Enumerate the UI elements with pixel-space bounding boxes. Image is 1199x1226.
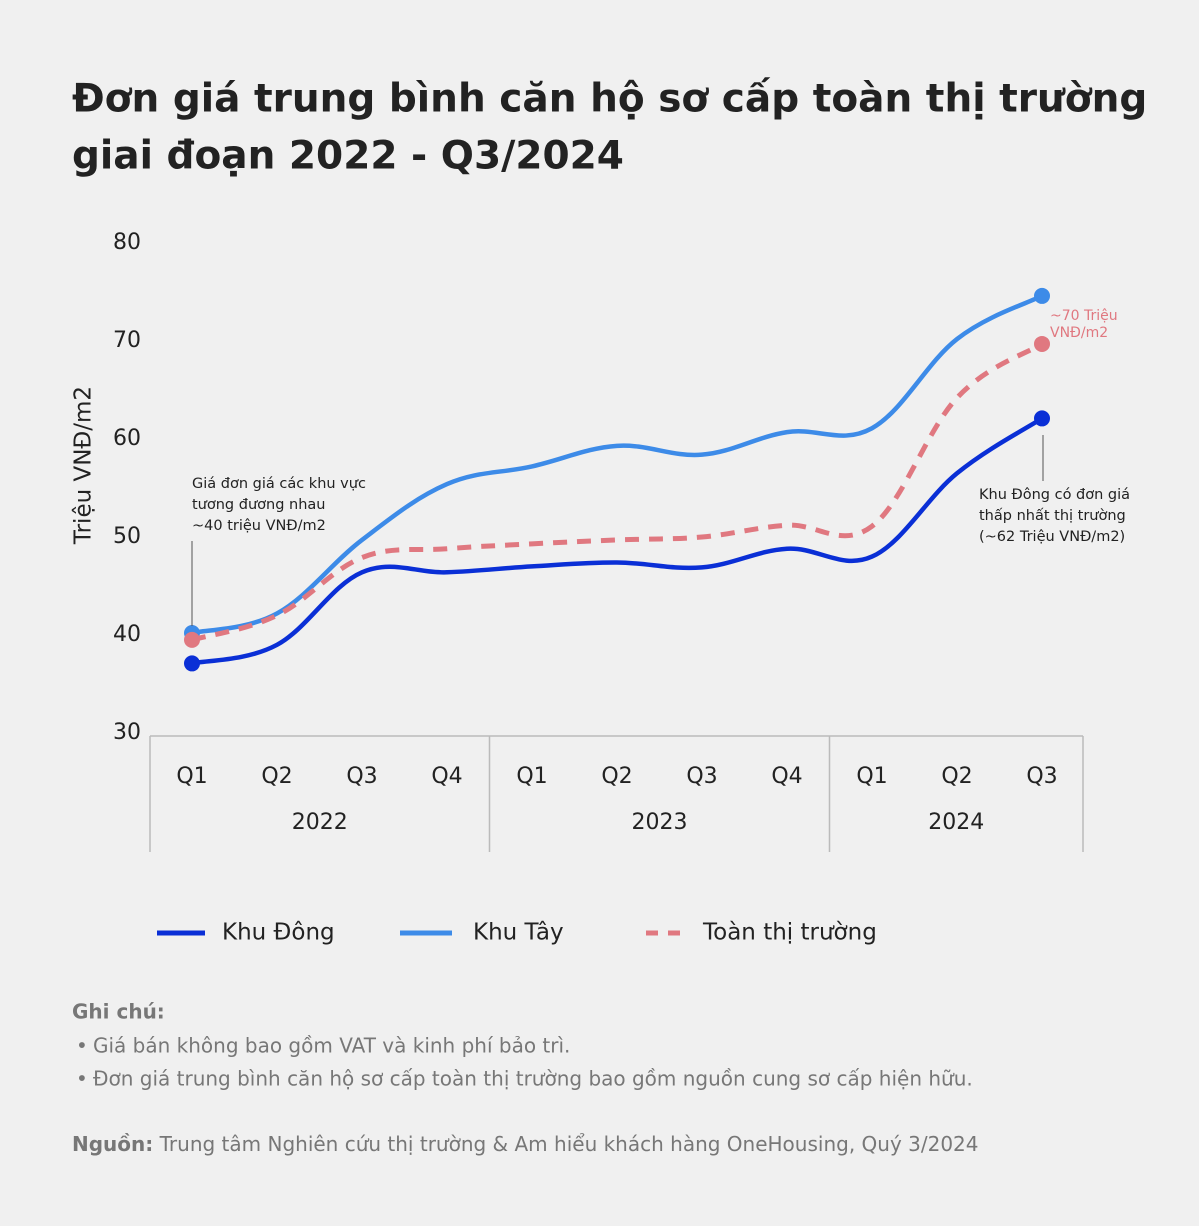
source-text: Trung tâm Nghiên cứu thị trường & Am hiể…: [159, 1132, 979, 1156]
x-tick-label: Q4: [771, 764, 802, 789]
series-line: [191, 293, 1044, 636]
annotation: Khu Đông có đơn giá: [979, 487, 1130, 503]
end-marker: [184, 655, 200, 672]
legend-label: Khu Tây: [473, 920, 564, 946]
annotation: ~40 triệu VNĐ/m2: [192, 518, 326, 534]
y-tick-label: 60: [113, 426, 141, 451]
bullet: •: [76, 1034, 88, 1058]
chart-title: giai đoạn 2022 - Q3/2024: [72, 134, 624, 179]
annotation: VNĐ/m2: [1050, 325, 1108, 341]
source-label: Nguồn:: [72, 1132, 153, 1156]
chart-title: Đơn giá trung bình căn hộ sơ cấp toàn th…: [72, 77, 1147, 122]
y-tick-label: 50: [113, 524, 141, 549]
notes-title: Ghi chú:: [72, 1000, 165, 1024]
x-tick-label: Q3: [1026, 764, 1057, 789]
x-tick-label: Q1: [856, 764, 887, 789]
x-tick-label: Q2: [261, 764, 292, 789]
end-marker: [1034, 410, 1050, 427]
x-tick-label: Q2: [601, 764, 632, 789]
y-tick-label: 40: [113, 622, 141, 647]
x-group-label: 2022: [292, 810, 348, 835]
x-tick-label: Q4: [431, 764, 462, 789]
y-tick-label: 80: [113, 230, 141, 255]
x-tick-label: Q2: [941, 764, 972, 789]
annotation: ~70 Triệu: [1050, 308, 1118, 324]
source: Nguồn: Trung tâm Nghiên cứu thị trường &…: [72, 1132, 979, 1156]
end-marker: [184, 631, 200, 648]
y-axis-title: Triệu VNĐ/m2: [71, 386, 97, 545]
annotation: tương đương nhau: [192, 497, 325, 513]
series-line: [191, 416, 1044, 666]
x-tick-label: Q3: [346, 764, 377, 789]
end-marker: [1034, 335, 1050, 352]
series-line: [191, 341, 1044, 643]
end-marker: [1034, 287, 1050, 304]
annotation: Giá đơn giá các khu vực: [192, 476, 366, 492]
legend-label: Toàn thị trường: [702, 920, 877, 946]
annotation: (~62 Triệu VNĐ/m2): [979, 529, 1125, 545]
x-group-label: 2024: [928, 810, 984, 835]
x-tick-label: Q3: [686, 764, 717, 789]
legend-label: Khu Đông: [222, 920, 335, 946]
annotation: thấp nhất thị trường: [979, 508, 1126, 524]
x-tick-label: Q1: [516, 764, 547, 789]
y-tick-label: 70: [113, 328, 141, 353]
note-item: Giá bán không bao gồm VAT và kinh phí bả…: [93, 1034, 570, 1058]
x-tick-label: Q1: [176, 764, 207, 789]
bullet: •: [76, 1067, 88, 1091]
note-item: Đơn giá trung bình căn hộ sơ cấp toàn th…: [93, 1067, 973, 1091]
y-tick-label: 30: [113, 720, 141, 745]
x-group-label: 2023: [632, 810, 688, 835]
